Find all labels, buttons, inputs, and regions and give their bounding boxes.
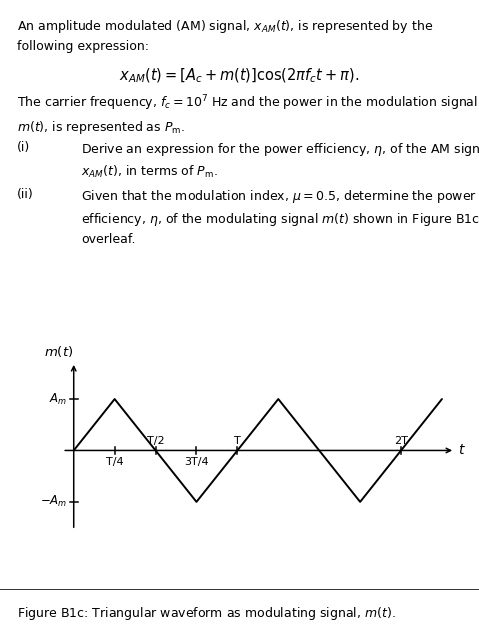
Text: 3T/4: 3T/4 bbox=[184, 457, 209, 467]
Text: The carrier frequency, $f_c = 10^7$ Hz and the power in the modulation signal,
$: The carrier frequency, $f_c = 10^7$ Hz a… bbox=[17, 94, 479, 137]
Text: Given that the modulation index, $\mu = 0.5$, determine the power
efficiency, $\: Given that the modulation index, $\mu = … bbox=[81, 188, 479, 246]
Text: $-A_m$: $-A_m$ bbox=[40, 494, 67, 509]
Text: $A_m$: $A_m$ bbox=[49, 392, 67, 406]
Text: $t$: $t$ bbox=[458, 443, 466, 457]
Text: (ii): (ii) bbox=[17, 188, 34, 200]
Text: T/4: T/4 bbox=[106, 457, 124, 467]
Text: T: T bbox=[234, 436, 241, 446]
Text: $m(t)$: $m(t)$ bbox=[44, 344, 73, 359]
Text: (i): (i) bbox=[17, 141, 30, 154]
Text: Figure B1c: Triangular waveform as modulating signal, $m(t)$.: Figure B1c: Triangular waveform as modul… bbox=[17, 605, 396, 622]
Text: 2T: 2T bbox=[394, 436, 408, 446]
Text: $x_{AM}(t) = [A_c + m(t)]\cos(2\pi f_c t + \pi).$: $x_{AM}(t) = [A_c + m(t)]\cos(2\pi f_c t… bbox=[119, 67, 360, 85]
Text: An amplitude modulated (AM) signal, $x_{AM}(t)$, is represented by the
following: An amplitude modulated (AM) signal, $x_{… bbox=[17, 18, 433, 53]
Text: Derive an expression for the power efficiency, $\eta$, of the AM signal,
$x_{AM}: Derive an expression for the power effic… bbox=[81, 141, 479, 180]
Text: T/2: T/2 bbox=[147, 436, 164, 446]
